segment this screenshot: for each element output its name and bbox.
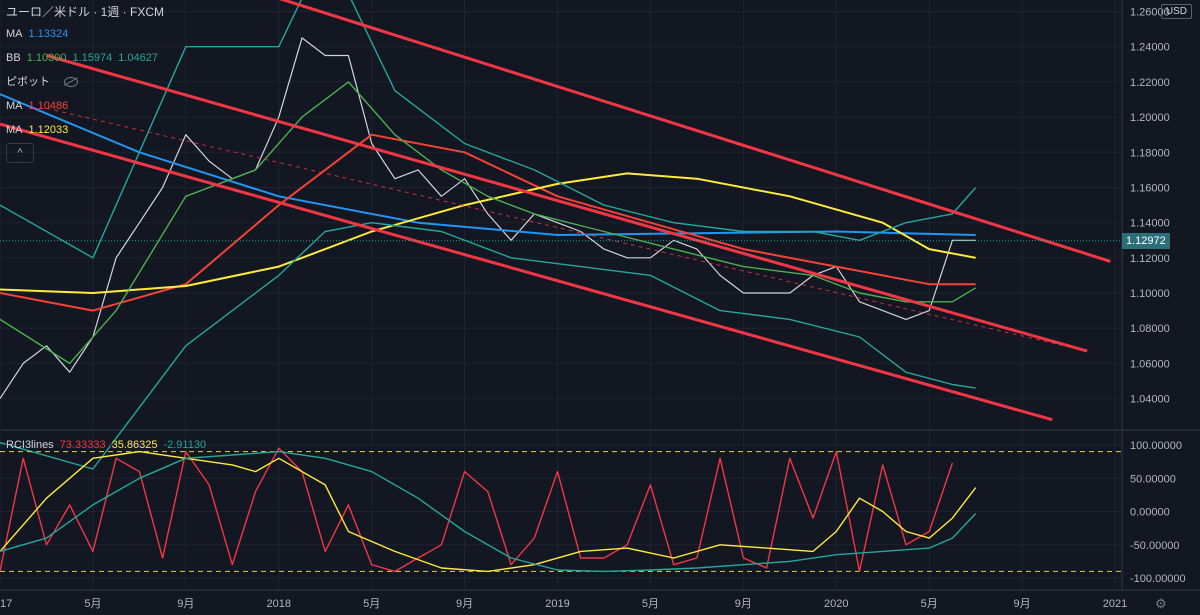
x-tick-label: 9月 — [1014, 598, 1031, 610]
y-tick-label: 1.04000 — [1130, 394, 1170, 406]
y-tick-label: -50.00000 — [1130, 540, 1180, 552]
legend-row[interactable]: MA 1.13324 — [6, 28, 74, 41]
x-tick-label: 2020 — [824, 598, 848, 610]
y-tick-label: 100.00000 — [1130, 440, 1182, 452]
x-tick-label: 9月 — [177, 598, 194, 610]
x-tick-label: 5月 — [84, 598, 101, 610]
x-tick-label: 2017 — [0, 598, 12, 610]
y-tick-label: 50.00000 — [1130, 473, 1176, 485]
legend-name: MA — [6, 124, 23, 136]
y-tick-label: 1.14000 — [1130, 218, 1170, 230]
series-line-rci — [0, 447, 954, 573]
y-tick-label: 1.24000 — [1130, 42, 1170, 54]
hidden-eye-icon[interactable] — [64, 77, 78, 88]
x-tick-label: 5月 — [642, 598, 659, 610]
collapse-legend-button[interactable]: ^ — [6, 143, 34, 163]
y-tick-label: 0.00000 — [1130, 507, 1170, 519]
legend-value: 1.15974 — [72, 52, 113, 64]
legend-value: 1.12033 — [28, 124, 69, 136]
series-line-bb — [0, 81, 977, 365]
gear-icon[interactable]: ⚙ — [1155, 596, 1167, 611]
legend-value: 1.13324 — [28, 28, 69, 40]
x-tick-label: 9月 — [735, 598, 752, 610]
legend-row[interactable]: MA 1.12033 — [6, 124, 74, 137]
series-line-ma — [0, 133, 976, 312]
chart-title-text: ユーロ／米ドル · 1週 · FXCM — [6, 5, 164, 19]
last-price-tag: 1.12972 — [1122, 232, 1170, 249]
rci-legend-value: 73.33333 — [59, 439, 106, 451]
rci-legend-value: -2.91130 — [163, 439, 207, 451]
y-tick-label: 1.08000 — [1130, 323, 1170, 335]
x-tick-label: 5月 — [921, 598, 938, 610]
y-tick-label: 1.16000 — [1130, 182, 1170, 194]
legend-value: 1.10300 — [26, 52, 67, 64]
legend-value: 1.04627 — [118, 52, 158, 64]
legend-row[interactable]: BB 1.10300 1.15974 1.04627 — [6, 52, 164, 65]
y-tick-label: 1.20000 — [1130, 112, 1170, 124]
y-tick-label: 1.22000 — [1130, 77, 1170, 89]
series-line-channel — [279, 0, 1111, 263]
x-tick-label: 2021 — [1103, 598, 1127, 610]
y-tick-label: -100.00000 — [1130, 573, 1186, 585]
legend-value: 1.10486 — [28, 100, 69, 112]
currency-badge[interactable]: USD — [1160, 4, 1192, 19]
legend-name: MA — [6, 100, 23, 112]
chart-title: ユーロ／米ドル · 1週 · FXCM — [6, 6, 170, 20]
legend-name: BB — [6, 52, 21, 64]
rci-legend-value: 35.86325 — [111, 439, 158, 451]
y-tick-label: 1.12000 — [1130, 253, 1170, 265]
x-tick-label: 2019 — [545, 598, 569, 610]
series-line-rci — [0, 450, 977, 573]
x-tick-label: 9月 — [456, 598, 473, 610]
series-line-price — [0, 37, 976, 399]
y-tick-label: 1.10000 — [1130, 288, 1170, 300]
legend-name: ピボット — [6, 76, 50, 88]
y-tick-label: 1.26000 — [1130, 7, 1170, 19]
x-tick-label: 5月 — [363, 598, 380, 610]
rci-legend-name: RCI3lines — [6, 439, 54, 451]
y-tick-label: 1.18000 — [1130, 147, 1170, 159]
x-tick-label: 2018 — [267, 598, 291, 610]
legend-name: MA — [6, 28, 23, 40]
series-line-channel — [0, 122, 1053, 422]
series-line-bb — [0, 0, 977, 259]
channel-midline — [46, 107, 1088, 352]
legend-row[interactable]: ピボット — [6, 76, 84, 89]
series-line-bb — [0, 221, 976, 470]
series-line-ma — [0, 172, 976, 294]
rci-legend: RCI3lines 73.33333 35.86325 -2.91130 — [6, 439, 212, 452]
y-tick-label: 1.06000 — [1130, 358, 1170, 370]
series-line-channel — [46, 54, 1088, 353]
legend-row[interactable]: MA 1.10486 — [6, 100, 74, 113]
